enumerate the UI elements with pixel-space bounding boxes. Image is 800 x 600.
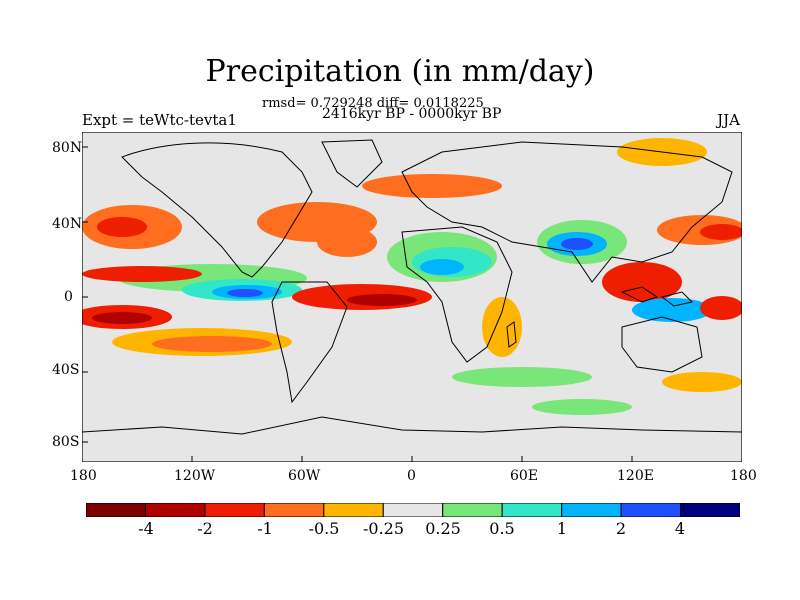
colorbar-label-5: -0.25 <box>363 519 405 538</box>
colorbar-label-10: 4 <box>674 519 686 538</box>
colorbar-cell <box>144 503 206 517</box>
lon-label-60w: 60W <box>288 468 321 484</box>
lon-label-120w: 120W <box>174 468 216 484</box>
lat-label-80n: 80N <box>52 140 83 156</box>
season-label: JJA <box>717 111 740 129</box>
lon-label-60e: 60E <box>510 468 539 484</box>
colorbar-cell <box>501 503 563 517</box>
coastlines <box>82 139 742 435</box>
time-period: 2416kyr BP - 0000kyr BP <box>322 106 502 122</box>
experiment-label: Expt = teWtc-tevta1 <box>82 111 237 129</box>
colorbar-label-8: 1 <box>556 519 568 538</box>
anomaly-fields <box>82 138 742 415</box>
lat-label-0: 0 <box>64 289 73 305</box>
colorbar-label-7: 0.5 <box>489 519 515 538</box>
colorbar-label-1: -4 <box>138 519 154 538</box>
lon-label-120e: 120E <box>617 468 654 484</box>
colorbar-label-9: 2 <box>615 519 627 538</box>
colorbar-cell <box>442 503 503 517</box>
lat-label-40n: 40N <box>52 216 83 232</box>
colorbar-cell <box>382 503 444 517</box>
colorbar-cell <box>263 503 325 517</box>
colorbar <box>86 503 740 517</box>
colorbar-cell <box>86 503 146 517</box>
lat-label-40s: 40S <box>52 362 80 378</box>
ticks <box>82 146 633 462</box>
lon-label-180e: 180 <box>730 468 757 484</box>
rmsd-diff-stats: rmsd= 0.729248 diff= 0.0118225 <box>262 96 484 111</box>
lon-label-180w: 180 <box>70 468 97 484</box>
colorbar-label-6: 0.25 <box>425 519 461 538</box>
lon-label-0: 0 <box>407 468 416 484</box>
colorbar-label-4: -0.5 <box>308 519 340 538</box>
colorbar-label-2: -2 <box>197 519 213 538</box>
colorbar-cell <box>620 503 682 517</box>
colorbar-cell <box>204 503 265 517</box>
precipitation-map <box>82 132 742 462</box>
lat-label-80s: 80S <box>52 434 80 450</box>
colorbar-cell <box>323 503 384 517</box>
colorbar-cell <box>680 503 740 517</box>
map-title: Precipitation (in mm/day) <box>205 54 595 89</box>
colorbar-label-3: -1 <box>257 519 273 538</box>
colorbar-cell <box>561 503 622 517</box>
